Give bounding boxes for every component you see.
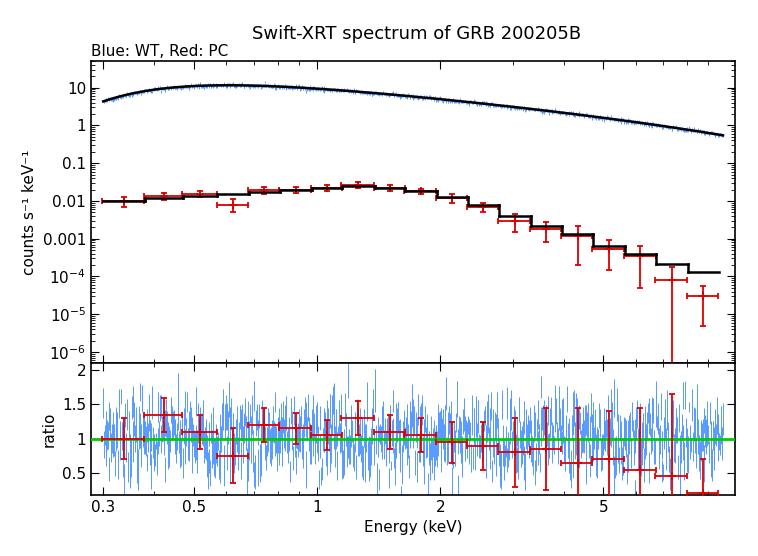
Text: Blue: WT, Red: PC: Blue: WT, Red: PC [91,43,228,58]
X-axis label: Energy (keV): Energy (keV) [364,520,462,535]
Text: Swift-XRT spectrum of GRB 200205B: Swift-XRT spectrum of GRB 200205B [252,25,581,43]
Y-axis label: counts s⁻¹ keV⁻¹: counts s⁻¹ keV⁻¹ [22,150,37,275]
Y-axis label: ratio: ratio [42,411,56,447]
